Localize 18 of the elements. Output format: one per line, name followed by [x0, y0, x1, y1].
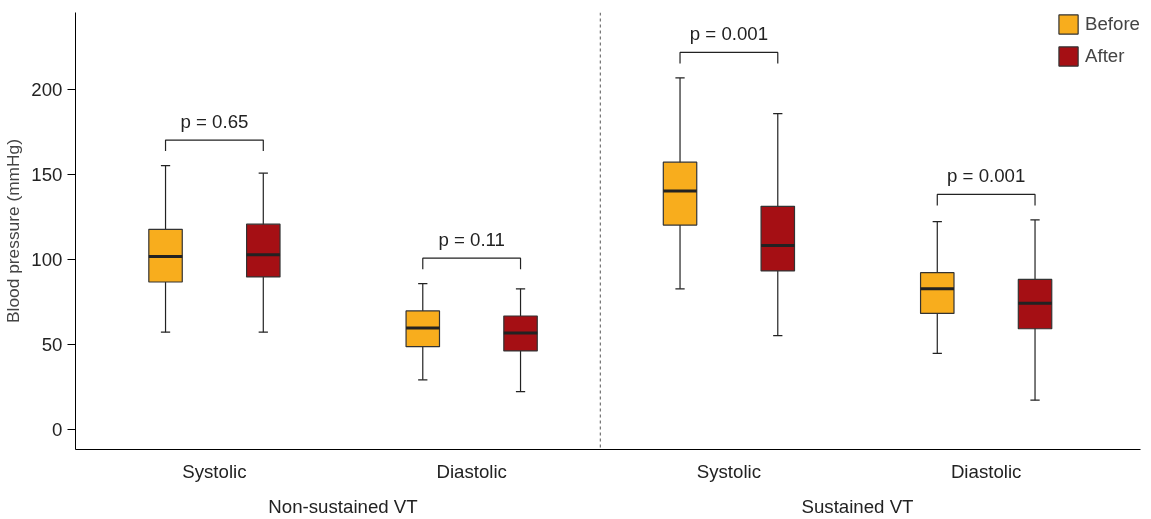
x-tick-label: Systolic	[182, 460, 247, 482]
x-tick-label: Systolic	[696, 460, 762, 482]
legend-label: Before	[1085, 13, 1140, 35]
x-tick-label: Diastolic	[950, 460, 1022, 482]
x-tick-label: Diastolic	[436, 460, 507, 482]
y-tick-label: 0	[52, 418, 63, 440]
y-tick-label: 100	[31, 248, 63, 270]
y-axis-title: Blood pressure (mmHg)	[3, 139, 24, 323]
y-tick-label: 200	[31, 78, 63, 100]
y-tick-label: 150	[31, 163, 63, 185]
annotation: p = 0.001	[946, 164, 1026, 186]
text: Sustained VT	[801, 495, 914, 517]
text: Non-sustained VT	[268, 495, 418, 517]
annotation: p = 0.001	[689, 22, 769, 44]
y-tick-label: 50	[41, 333, 63, 355]
annotation: p = 0.11	[438, 228, 505, 250]
annotation: p = 0.65	[180, 110, 249, 132]
legend-label: After	[1085, 45, 1125, 67]
